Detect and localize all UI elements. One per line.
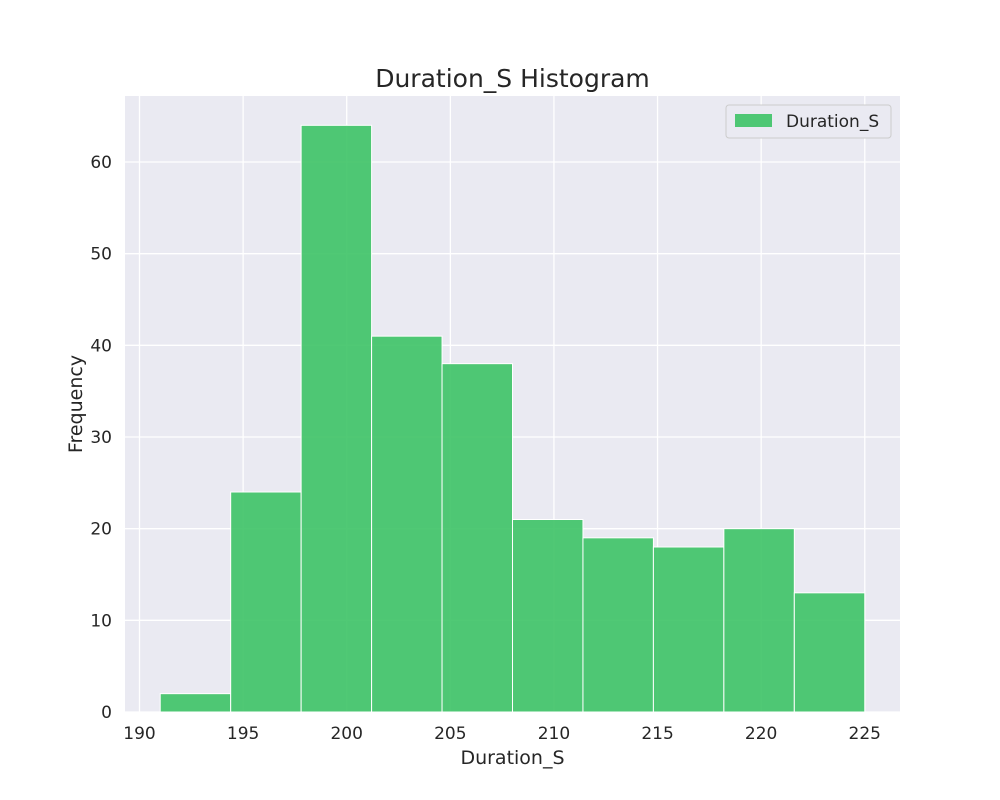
x-tick-label: 195 [227,724,259,744]
x-tick-label: 200 [330,724,362,744]
histogram-bar [512,519,584,713]
x-tick-label: 210 [538,724,570,744]
histogram-bar [230,491,302,713]
y-tick-label: 30 [90,428,112,448]
histogram-bar [723,528,795,713]
bars [159,124,866,713]
histogram-bar [582,537,654,713]
legend-box [725,104,892,139]
y-tick-label: 50 [90,245,112,265]
x-tick-label: 205 [434,724,466,744]
histogram-bar [652,546,725,713]
chart-title: Duration_S Histogram [375,64,650,93]
histogram-bar [441,363,513,713]
legend-swatch [735,114,772,127]
histogram-bar [300,124,373,713]
histogram-bar [159,693,232,713]
y-tick-label: 40 [90,336,112,356]
histogram-bar [793,592,866,713]
x-tick-label: 215 [641,724,673,744]
legend: Duration_S [725,104,892,139]
y-tick-labels: 0 10 20 30 40 50 60 [90,153,112,723]
x-tick-label: 190 [123,724,155,744]
y-tick-label: 10 [90,611,112,631]
y-tick-label: 0 [101,703,112,723]
x-tick-label: 220 [745,724,777,744]
y-tick-label: 60 [90,153,112,173]
y-tick-label: 20 [90,520,112,540]
x-tick-label: 225 [849,724,881,744]
y-axis-label: Frequency [65,355,87,453]
histogram-bar [371,335,443,713]
x-tick-labels: 190 195 200 205 210 215 220 225 [123,724,881,744]
x-axis-label: Duration_S [460,747,564,769]
legend-label: Duration_S [786,112,879,132]
